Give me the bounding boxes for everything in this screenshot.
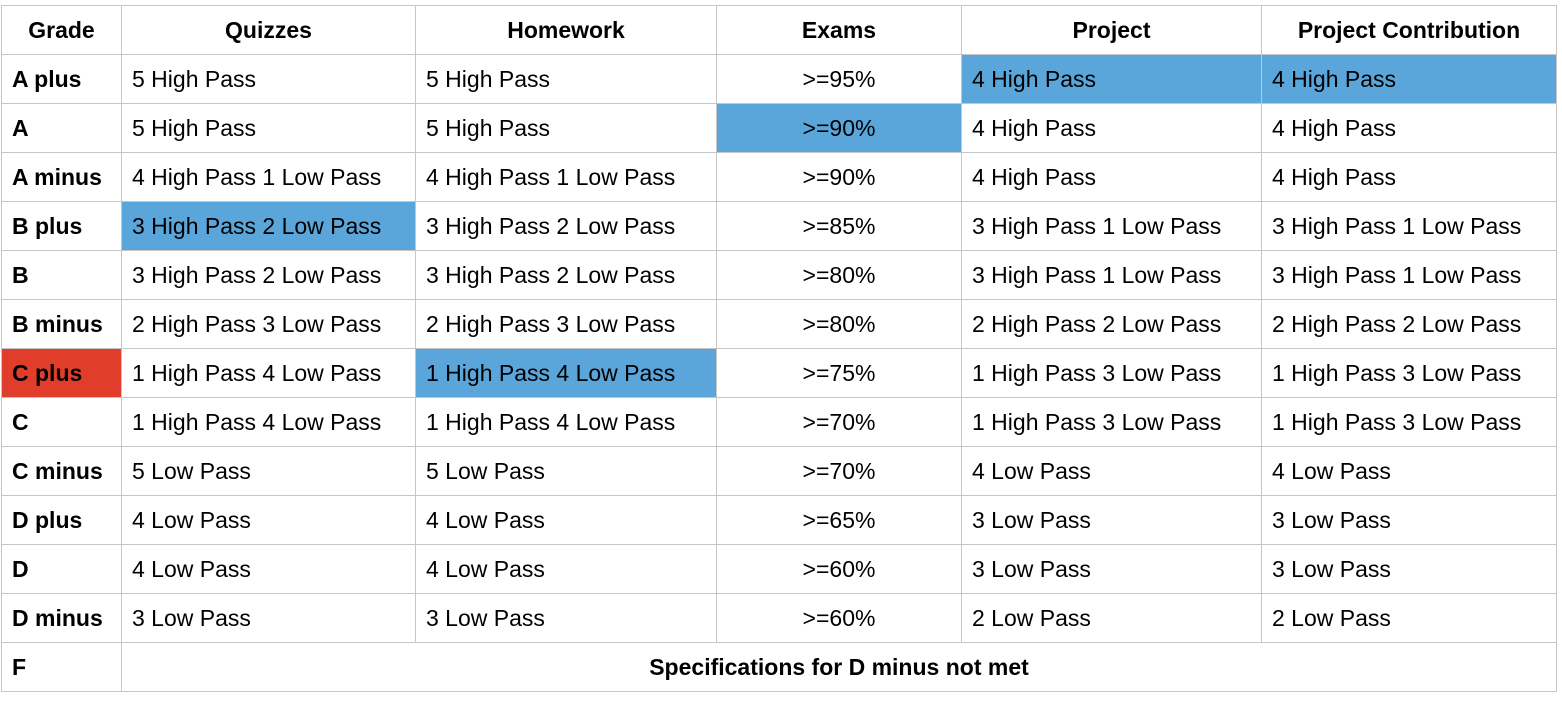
homework-cell: 3 High Pass 2 Low Pass bbox=[415, 201, 717, 251]
exams-cell: >=90% bbox=[716, 152, 962, 202]
table-row: B 3 High Pass 2 Low Pass 3 High Pass 2 L… bbox=[1, 250, 1557, 300]
header-exams: Exams bbox=[716, 5, 962, 55]
grade-cell: D plus bbox=[1, 495, 122, 545]
grade-cell: B minus bbox=[1, 299, 122, 349]
quizzes-cell-highlighted: 3 High Pass 2 Low Pass bbox=[121, 201, 416, 251]
fail-specification-note: Specifications for D minus not met bbox=[121, 642, 1557, 692]
table-row: D 4 Low Pass 4 Low Pass >=60% 3 Low Pass… bbox=[1, 544, 1557, 594]
table-row: B plus 3 High Pass 2 Low Pass 3 High Pas… bbox=[1, 201, 1557, 251]
project-cell: 3 Low Pass bbox=[961, 544, 1262, 594]
project-contribution-cell: 3 Low Pass bbox=[1261, 495, 1557, 545]
project-contribution-cell: 1 High Pass 3 Low Pass bbox=[1261, 397, 1557, 447]
project-contribution-cell: 4 High Pass bbox=[1261, 152, 1557, 202]
quizzes-cell: 3 High Pass 2 Low Pass bbox=[121, 250, 416, 300]
header-project: Project bbox=[961, 5, 1262, 55]
table-row: D plus 4 Low Pass 4 Low Pass >=65% 3 Low… bbox=[1, 495, 1557, 545]
grade-cell-highlighted: C plus bbox=[1, 348, 122, 398]
table-row: A plus 5 High Pass 5 High Pass >=95% 4 H… bbox=[1, 54, 1557, 104]
table-row: C plus 1 High Pass 4 Low Pass 1 High Pas… bbox=[1, 348, 1557, 398]
project-contribution-cell: 1 High Pass 3 Low Pass bbox=[1261, 348, 1557, 398]
exams-cell: >=85% bbox=[716, 201, 962, 251]
quizzes-cell: 5 Low Pass bbox=[121, 446, 416, 496]
project-contribution-cell: 2 Low Pass bbox=[1261, 593, 1557, 643]
homework-cell: 3 High Pass 2 Low Pass bbox=[415, 250, 717, 300]
grade-cell: B bbox=[1, 250, 122, 300]
project-cell: 2 Low Pass bbox=[961, 593, 1262, 643]
quizzes-cell: 3 Low Pass bbox=[121, 593, 416, 643]
grade-specification-table: Grade Quizzes Homework Exams Project Pro… bbox=[1, 5, 1557, 692]
project-contribution-cell: 4 High Pass bbox=[1261, 103, 1557, 153]
table-row: C 1 High Pass 4 Low Pass 1 High Pass 4 L… bbox=[1, 397, 1557, 447]
quizzes-cell: 1 High Pass 4 Low Pass bbox=[121, 397, 416, 447]
exams-cell: >=70% bbox=[716, 446, 962, 496]
exams-cell: >=70% bbox=[716, 397, 962, 447]
grade-cell: C bbox=[1, 397, 122, 447]
grade-cell: A bbox=[1, 103, 122, 153]
homework-cell: 5 High Pass bbox=[415, 54, 717, 104]
homework-cell: 2 High Pass 3 Low Pass bbox=[415, 299, 717, 349]
header-row: Grade Quizzes Homework Exams Project Pro… bbox=[1, 5, 1557, 55]
quizzes-cell: 2 High Pass 3 Low Pass bbox=[121, 299, 416, 349]
table-row: D minus 3 Low Pass 3 Low Pass >=60% 2 Lo… bbox=[1, 593, 1557, 643]
grade-cell: D bbox=[1, 544, 122, 594]
table-row: C minus 5 Low Pass 5 Low Pass >=70% 4 Lo… bbox=[1, 446, 1557, 496]
homework-cell: 4 High Pass 1 Low Pass bbox=[415, 152, 717, 202]
exams-cell: >=75% bbox=[716, 348, 962, 398]
header-project-contribution: Project Contribution bbox=[1261, 5, 1557, 55]
quizzes-cell: 4 High Pass 1 Low Pass bbox=[121, 152, 416, 202]
fail-row: F Specifications for D minus not met bbox=[1, 642, 1557, 692]
project-contribution-cell: 3 Low Pass bbox=[1261, 544, 1557, 594]
table-row: A minus 4 High Pass 1 Low Pass 4 High Pa… bbox=[1, 152, 1557, 202]
quizzes-cell: 5 High Pass bbox=[121, 54, 416, 104]
grade-cell: D minus bbox=[1, 593, 122, 643]
quizzes-cell: 4 Low Pass bbox=[121, 544, 416, 594]
homework-cell-highlighted: 1 High Pass 4 Low Pass bbox=[415, 348, 717, 398]
project-cell: 1 High Pass 3 Low Pass bbox=[961, 397, 1262, 447]
project-cell: 3 Low Pass bbox=[961, 495, 1262, 545]
homework-cell: 3 Low Pass bbox=[415, 593, 717, 643]
grade-cell-f: F bbox=[1, 642, 122, 692]
exams-cell-highlighted: >=90% bbox=[716, 103, 962, 153]
homework-cell: 1 High Pass 4 Low Pass bbox=[415, 397, 717, 447]
exams-cell: >=60% bbox=[716, 544, 962, 594]
project-cell: 3 High Pass 1 Low Pass bbox=[961, 250, 1262, 300]
project-cell: 4 Low Pass bbox=[961, 446, 1262, 496]
grade-cell: B plus bbox=[1, 201, 122, 251]
project-contribution-cell: 3 High Pass 1 Low Pass bbox=[1261, 250, 1557, 300]
exams-cell: >=95% bbox=[716, 54, 962, 104]
table-row: A 5 High Pass 5 High Pass >=90% 4 High P… bbox=[1, 103, 1557, 153]
quizzes-cell: 1 High Pass 4 Low Pass bbox=[121, 348, 416, 398]
project-cell: 2 High Pass 2 Low Pass bbox=[961, 299, 1262, 349]
quizzes-cell: 4 Low Pass bbox=[121, 495, 416, 545]
homework-cell: 4 Low Pass bbox=[415, 544, 717, 594]
project-cell-highlighted: 4 High Pass bbox=[961, 54, 1262, 104]
header-quizzes: Quizzes bbox=[121, 5, 416, 55]
header-homework: Homework bbox=[415, 5, 717, 55]
table-row: B minus 2 High Pass 3 Low Pass 2 High Pa… bbox=[1, 299, 1557, 349]
quizzes-cell: 5 High Pass bbox=[121, 103, 416, 153]
project-cell: 4 High Pass bbox=[961, 152, 1262, 202]
homework-cell: 5 High Pass bbox=[415, 103, 717, 153]
project-contribution-cell: 4 Low Pass bbox=[1261, 446, 1557, 496]
exams-cell: >=60% bbox=[716, 593, 962, 643]
project-contribution-cell: 3 High Pass 1 Low Pass bbox=[1261, 201, 1557, 251]
homework-cell: 4 Low Pass bbox=[415, 495, 717, 545]
project-cell: 4 High Pass bbox=[961, 103, 1262, 153]
project-contribution-cell: 2 High Pass 2 Low Pass bbox=[1261, 299, 1557, 349]
homework-cell: 5 Low Pass bbox=[415, 446, 717, 496]
exams-cell: >=80% bbox=[716, 299, 962, 349]
project-cell: 3 High Pass 1 Low Pass bbox=[961, 201, 1262, 251]
exams-cell: >=80% bbox=[716, 250, 962, 300]
exams-cell: >=65% bbox=[716, 495, 962, 545]
header-grade: Grade bbox=[1, 5, 122, 55]
project-contribution-cell-highlighted: 4 High Pass bbox=[1261, 54, 1557, 104]
grade-cell: C minus bbox=[1, 446, 122, 496]
grade-cell: A plus bbox=[1, 54, 122, 104]
grade-cell: A minus bbox=[1, 152, 122, 202]
project-cell: 1 High Pass 3 Low Pass bbox=[961, 348, 1262, 398]
